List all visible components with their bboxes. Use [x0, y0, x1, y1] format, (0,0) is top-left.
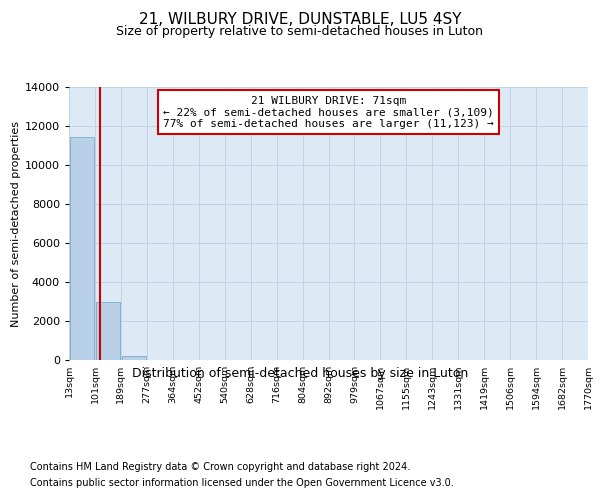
- Bar: [122, 356, 146, 360]
- Text: 21, WILBURY DRIVE, DUNSTABLE, LU5 4SY: 21, WILBURY DRIVE, DUNSTABLE, LU5 4SY: [139, 12, 461, 28]
- Text: 21 WILBURY DRIVE: 71sqm
← 22% of semi-detached houses are smaller (3,109)
77% of: 21 WILBURY DRIVE: 71sqm ← 22% of semi-de…: [163, 96, 494, 129]
- Text: Contains public sector information licensed under the Open Government Licence v3: Contains public sector information licen…: [30, 478, 454, 488]
- Bar: [70, 137, 94, 360]
- Text: Distribution of semi-detached houses by size in Luton: Distribution of semi-detached houses by …: [132, 368, 468, 380]
- Y-axis label: Number of semi-detached properties: Number of semi-detached properties: [11, 120, 20, 327]
- Bar: [95, 302, 120, 360]
- Text: Contains HM Land Registry data © Crown copyright and database right 2024.: Contains HM Land Registry data © Crown c…: [30, 462, 410, 472]
- Text: Size of property relative to semi-detached houses in Luton: Size of property relative to semi-detach…: [116, 25, 484, 38]
